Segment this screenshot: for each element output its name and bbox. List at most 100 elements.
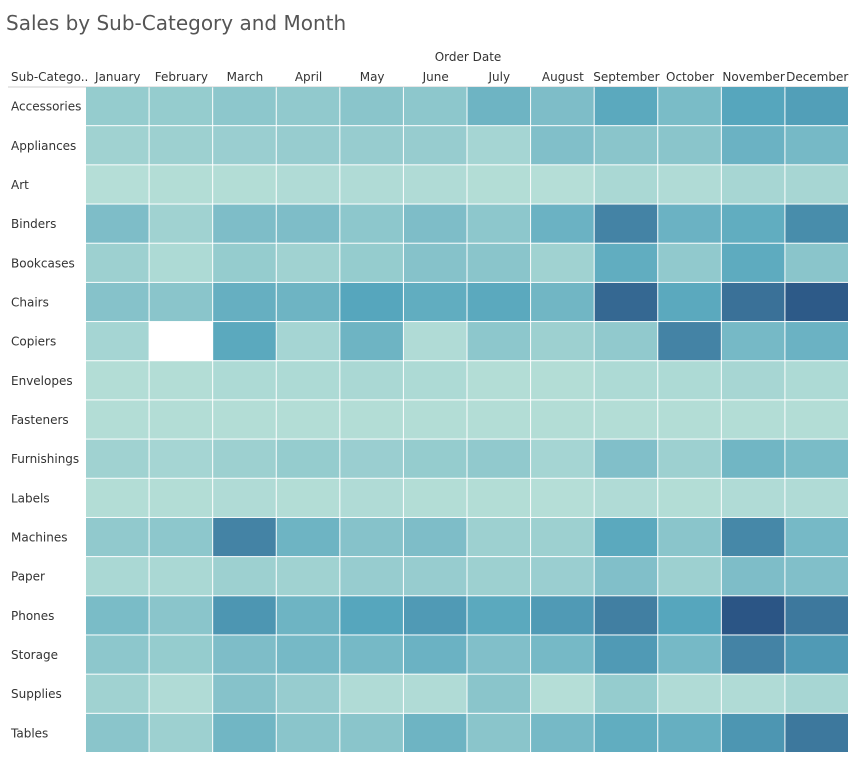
heatmap-cell-phones-october[interactable] — [658, 596, 721, 635]
heatmap-cell-storage-august[interactable] — [531, 635, 594, 674]
heatmap-cell-bookcases-august[interactable] — [531, 243, 594, 282]
heatmap-cell-labels-october[interactable] — [658, 478, 721, 517]
heatmap-cell-storage-june[interactable] — [403, 635, 467, 674]
heatmap-cell-envelopes-july[interactable] — [467, 361, 531, 400]
heatmap-cell-machines-march[interactable] — [213, 517, 276, 557]
heatmap-cell-labels-february[interactable] — [149, 478, 213, 517]
heatmap-cell-chairs-february[interactable] — [149, 282, 213, 322]
heatmap-cell-tables-june[interactable] — [403, 713, 467, 752]
heatmap-cell-tables-march[interactable] — [213, 713, 276, 752]
heatmap-cell-tables-october[interactable] — [658, 713, 721, 752]
heatmap-cell-furnishings-january[interactable] — [86, 439, 149, 478]
heatmap-cell-envelopes-june[interactable] — [403, 361, 467, 400]
heatmap-cell-bookcases-september[interactable] — [594, 243, 658, 282]
heatmap-cell-phones-january[interactable] — [86, 596, 149, 635]
heatmap-cell-paper-march[interactable] — [213, 557, 276, 596]
heatmap-cell-fasteners-july[interactable] — [467, 400, 531, 439]
heatmap-cell-phones-december[interactable] — [785, 596, 848, 635]
heatmap-cell-art-october[interactable] — [658, 165, 721, 204]
heatmap-cell-furnishings-february[interactable] — [149, 439, 213, 478]
heatmap-cell-chairs-july[interactable] — [467, 282, 531, 322]
heatmap-cell-machines-september[interactable] — [594, 517, 658, 557]
heatmap-cell-art-february[interactable] — [149, 165, 213, 204]
heatmap-cell-bookcases-may[interactable] — [340, 243, 403, 282]
heatmap-cell-storage-october[interactable] — [658, 635, 721, 674]
heatmap-cell-copiers-july[interactable] — [467, 322, 531, 361]
heatmap-cell-binders-august[interactable] — [531, 204, 594, 243]
heatmap-cell-bookcases-february[interactable] — [149, 243, 213, 282]
heatmap-cell-chairs-march[interactable] — [213, 282, 276, 322]
heatmap-cell-accessories-august[interactable] — [531, 87, 594, 126]
heatmap-cell-fasteners-november[interactable] — [721, 400, 785, 439]
heatmap-cell-envelopes-november[interactable] — [721, 361, 785, 400]
heatmap-cell-appliances-november[interactable] — [721, 126, 785, 165]
heatmap-cell-accessories-july[interactable] — [467, 87, 531, 126]
heatmap-cell-furnishings-november[interactable] — [721, 439, 785, 478]
heatmap-cell-phones-may[interactable] — [340, 596, 403, 635]
heatmap-cell-machines-april[interactable] — [276, 517, 340, 557]
heatmap-cell-paper-august[interactable] — [531, 557, 594, 596]
heatmap-cell-appliances-july[interactable] — [467, 126, 531, 165]
heatmap-cell-envelopes-april[interactable] — [276, 361, 340, 400]
heatmap-cell-fasteners-march[interactable] — [213, 400, 276, 439]
heatmap-cell-fasteners-october[interactable] — [658, 400, 721, 439]
heatmap-cell-envelopes-may[interactable] — [340, 361, 403, 400]
heatmap-cell-chairs-april[interactable] — [276, 282, 340, 322]
heatmap-cell-labels-september[interactable] — [594, 478, 658, 517]
heatmap-cell-supplies-november[interactable] — [721, 674, 785, 713]
heatmap-cell-tables-february[interactable] — [149, 713, 213, 752]
heatmap-cell-furnishings-october[interactable] — [658, 439, 721, 478]
heatmap-cell-machines-july[interactable] — [467, 517, 531, 557]
heatmap-cell-paper-february[interactable] — [149, 557, 213, 596]
heatmap-cell-supplies-september[interactable] — [594, 674, 658, 713]
heatmap-cell-bookcases-november[interactable] — [721, 243, 785, 282]
heatmap-cell-art-march[interactable] — [213, 165, 276, 204]
heatmap-cell-appliances-may[interactable] — [340, 126, 403, 165]
heatmap-cell-storage-july[interactable] — [467, 635, 531, 674]
heatmap-cell-chairs-october[interactable] — [658, 282, 721, 322]
heatmap-cell-tables-july[interactable] — [467, 713, 531, 752]
heatmap-cell-supplies-january[interactable] — [86, 674, 149, 713]
heatmap-cell-paper-may[interactable] — [340, 557, 403, 596]
heatmap-cell-furnishings-may[interactable] — [340, 439, 403, 478]
heatmap-cell-phones-july[interactable] — [467, 596, 531, 635]
heatmap-cell-tables-november[interactable] — [721, 713, 785, 752]
heatmap-cell-tables-august[interactable] — [531, 713, 594, 752]
heatmap-cell-binders-april[interactable] — [276, 204, 340, 243]
heatmap-cell-supplies-february[interactable] — [149, 674, 213, 713]
heatmap-cell-copiers-september[interactable] — [594, 322, 658, 361]
heatmap-cell-appliances-october[interactable] — [658, 126, 721, 165]
heatmap-cell-labels-april[interactable] — [276, 478, 340, 517]
heatmap-cell-binders-july[interactable] — [467, 204, 531, 243]
heatmap-cell-supplies-may[interactable] — [340, 674, 403, 713]
heatmap-cell-chairs-september[interactable] — [594, 282, 658, 322]
heatmap-cell-fasteners-february[interactable] — [149, 400, 213, 439]
heatmap-cell-chairs-december[interactable] — [785, 282, 848, 322]
heatmap-cell-labels-august[interactable] — [531, 478, 594, 517]
heatmap-cell-binders-october[interactable] — [658, 204, 721, 243]
heatmap-cell-copiers-february[interactable] — [149, 322, 213, 361]
heatmap-cell-storage-december[interactable] — [785, 635, 848, 674]
heatmap-cell-envelopes-august[interactable] — [531, 361, 594, 400]
heatmap-cell-copiers-june[interactable] — [403, 322, 467, 361]
heatmap-cell-bookcases-june[interactable] — [403, 243, 467, 282]
heatmap-cell-storage-april[interactable] — [276, 635, 340, 674]
heatmap-cell-fasteners-august[interactable] — [531, 400, 594, 439]
heatmap-cell-machines-february[interactable] — [149, 517, 213, 557]
heatmap-cell-supplies-october[interactable] — [658, 674, 721, 713]
heatmap-cell-accessories-may[interactable] — [340, 87, 403, 126]
heatmap-cell-phones-march[interactable] — [213, 596, 276, 635]
heatmap-cell-envelopes-september[interactable] — [594, 361, 658, 400]
heatmap-cell-binders-march[interactable] — [213, 204, 276, 243]
heatmap-cell-storage-may[interactable] — [340, 635, 403, 674]
heatmap-cell-fasteners-april[interactable] — [276, 400, 340, 439]
heatmap-cell-appliances-june[interactable] — [403, 126, 467, 165]
heatmap-cell-appliances-february[interactable] — [149, 126, 213, 165]
heatmap-cell-phones-april[interactable] — [276, 596, 340, 635]
heatmap-cell-supplies-june[interactable] — [403, 674, 467, 713]
heatmap-cell-art-december[interactable] — [785, 165, 848, 204]
heatmap-cell-chairs-june[interactable] — [403, 282, 467, 322]
heatmap-cell-binders-january[interactable] — [86, 204, 149, 243]
heatmap-cell-supplies-august[interactable] — [531, 674, 594, 713]
heatmap-cell-phones-august[interactable] — [531, 596, 594, 635]
